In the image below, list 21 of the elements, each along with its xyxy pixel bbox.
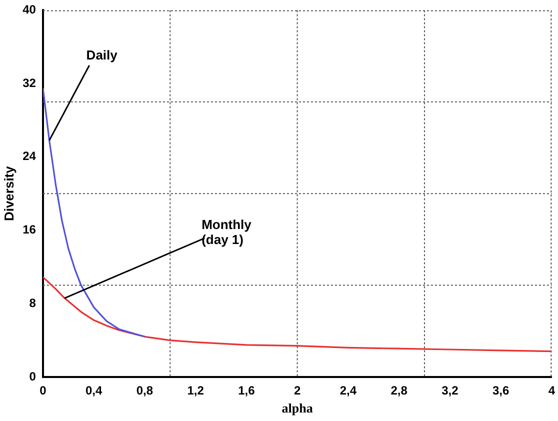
x-tick-label: 1,2 [187,384,204,398]
y-tick-label: 32 [22,76,36,90]
x-tick-label: 0 [40,384,47,398]
x-tick-label: 3,6 [492,384,510,398]
x-axis-title: alpha [282,400,314,416]
x-tick-label: 0,8 [136,384,154,398]
x-tick-label: 2,4 [340,384,357,398]
y-tick-label: 24 [22,149,36,164]
y-axis-title: Diversity [1,165,16,222]
x-tick-label: 4 [548,384,556,398]
y-tick-label: 0 [29,369,36,384]
annotation: Daily [86,47,118,62]
y-tick-label: 16 [22,222,36,237]
x-tick-label: 2,8 [390,384,408,398]
x-tick-label: 1,6 [238,384,256,398]
annotation: Monthly (day 1) [202,217,252,248]
x-tick-label: 0,4 [85,384,102,398]
x-tick-label: 2 [294,384,301,398]
y-tick-label: 8 [29,296,36,310]
x-tick-label: 3,2 [442,384,459,398]
y-tick-label: 40 [22,2,36,17]
